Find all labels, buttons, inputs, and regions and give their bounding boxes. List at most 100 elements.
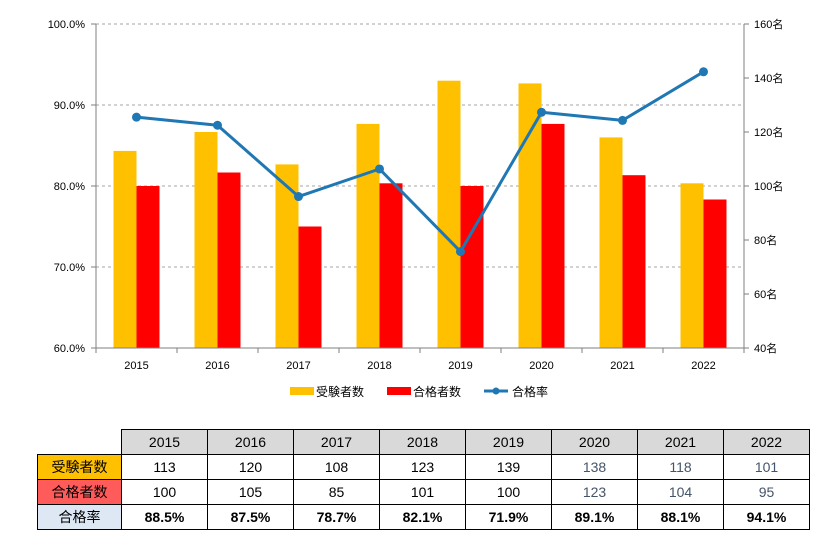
bar-passers xyxy=(298,226,322,348)
rate-point xyxy=(213,120,222,130)
left-tick-label: 70.0% xyxy=(54,262,85,274)
legend-swatch-pass xyxy=(387,387,411,395)
right-tick-label: 160名 xyxy=(754,17,783,31)
table-cell: 95 xyxy=(723,479,810,505)
gridlines xyxy=(96,23,744,268)
bar-passers xyxy=(622,175,646,348)
bar-examinees xyxy=(275,164,299,348)
table-year-header: 2015 xyxy=(121,429,208,455)
table-cell: 105 xyxy=(207,479,294,505)
rate-line xyxy=(132,67,708,257)
legend: 受験者数 合格者数 合格率 xyxy=(290,384,548,399)
left-tick-label: 90.0% xyxy=(54,100,85,112)
table-cell: 88.1% xyxy=(637,504,724,530)
table-cell: 100 xyxy=(121,479,208,505)
rate-point xyxy=(456,247,465,257)
bar-passers xyxy=(541,123,565,349)
table-cell: 94.1% xyxy=(723,504,810,530)
row-label-pass-rate: 合格率 xyxy=(37,504,122,530)
table-cell: 85 xyxy=(293,479,380,505)
table-year-header: 2020 xyxy=(551,429,638,455)
right-axis-ticks: 40名 60名 80名 100名 120名 140名 160名 xyxy=(744,17,783,355)
x-tick-label: 2020 xyxy=(529,360,553,372)
bar-passers xyxy=(136,186,160,348)
table-cell: 120 xyxy=(207,454,294,480)
table-cell: 118 xyxy=(637,454,724,480)
bar-examinees xyxy=(680,183,704,348)
table-cell: 139 xyxy=(465,454,552,480)
table-cell: 71.9% xyxy=(465,504,552,530)
row-label-examinees: 受験者数 xyxy=(37,454,122,480)
bar-passers xyxy=(703,199,727,348)
table-year-header: 2022 xyxy=(723,429,810,455)
table-row-examinees: 受験者数 113 120 108 123 139 138 118 101 xyxy=(37,454,810,480)
table-cell: 104 xyxy=(637,479,724,505)
data-table: 2015 2016 2017 2018 2019 2020 2021 2022 … xyxy=(37,429,810,530)
table-cell: 123 xyxy=(551,479,638,505)
bar-passers xyxy=(379,183,403,348)
x-tick-label: 2022 xyxy=(691,360,715,372)
table-cell: 87.5% xyxy=(207,504,294,530)
right-tick-label: 80名 xyxy=(754,233,777,247)
x-axis-ticks: 2015 2016 2017 2018 2019 2020 2021 2022 xyxy=(124,360,715,372)
rate-point xyxy=(132,112,141,122)
table-cell: 101 xyxy=(379,479,466,505)
legend-swatch-exam xyxy=(290,387,314,395)
left-tick-label: 60.0% xyxy=(54,343,85,355)
table-cell: 101 xyxy=(723,454,810,480)
bar-examinees xyxy=(599,137,623,348)
table-row-pass-rate: 合格率 88.5% 87.5% 78.7% 82.1% 71.9% 89.1% … xyxy=(37,504,810,530)
combo-chart: 60.0% 70.0% 80.0% 90.0% 100.0% 40名 60名 80名 100名… xyxy=(48,17,784,399)
bar-examinees xyxy=(518,83,542,349)
x-tick-label: 2015 xyxy=(124,360,148,372)
right-tick-label: 100名 xyxy=(754,179,783,193)
table-year-header: 2017 xyxy=(293,429,380,455)
legend-label-pass: 合格者数 xyxy=(413,384,461,399)
bar-examinees xyxy=(194,132,218,348)
right-tick-label: 140名 xyxy=(754,71,783,85)
table-year-header: 2021 xyxy=(637,429,724,455)
table-cell: 123 xyxy=(379,454,466,480)
left-tick-label: 80.0% xyxy=(54,181,85,193)
rate-point xyxy=(537,107,546,117)
x-tick-label: 2016 xyxy=(205,360,229,372)
table-cell: 108 xyxy=(293,454,380,480)
x-tick-label: 2018 xyxy=(367,360,391,372)
table-row-passers: 合格者数 100 105 85 101 100 123 104 95 xyxy=(37,479,810,505)
legend-label-exam: 受験者数 xyxy=(316,384,364,399)
left-axis-ticks: 60.0% 70.0% 80.0% 90.0% 100.0% xyxy=(48,19,96,355)
table-cell: 138 xyxy=(551,454,638,480)
bar-passers xyxy=(460,186,484,348)
right-tick-label: 120名 xyxy=(754,125,783,139)
bar-passers xyxy=(217,172,241,348)
bars xyxy=(113,80,727,349)
table-cell: 82.1% xyxy=(379,504,466,530)
left-tick-label: 100.0% xyxy=(48,19,86,31)
legend-label-rate: 合格率 xyxy=(512,384,548,399)
right-tick-label: 60名 xyxy=(754,287,777,301)
row-label-passers: 合格者数 xyxy=(37,479,122,505)
table-header-row: 2015 2016 2017 2018 2019 2020 2021 2022 xyxy=(37,429,810,455)
bar-examinees xyxy=(113,150,137,348)
x-tick-label: 2021 xyxy=(610,360,634,372)
table-cell: 88.5% xyxy=(121,504,208,530)
table-cell: 89.1% xyxy=(551,504,638,530)
table-cell: 100 xyxy=(465,479,552,505)
bar-examinees xyxy=(437,80,461,348)
table-cell: 113 xyxy=(121,454,208,480)
rate-point xyxy=(618,115,627,125)
table-year-header: 2018 xyxy=(379,429,466,455)
table-cell: 78.7% xyxy=(293,504,380,530)
axes xyxy=(95,24,745,353)
x-tick-label: 2019 xyxy=(448,360,472,372)
table-corner xyxy=(37,429,122,455)
legend-swatch-rate-marker xyxy=(492,387,500,395)
rate-point xyxy=(699,67,708,77)
table-year-header: 2016 xyxy=(207,429,294,455)
x-tick-label: 2017 xyxy=(286,360,310,372)
bar-examinees xyxy=(356,123,380,349)
rate-point xyxy=(375,164,384,174)
rate-line-path xyxy=(136,70,705,254)
table-year-header: 2019 xyxy=(465,429,552,455)
rate-point xyxy=(294,192,303,202)
